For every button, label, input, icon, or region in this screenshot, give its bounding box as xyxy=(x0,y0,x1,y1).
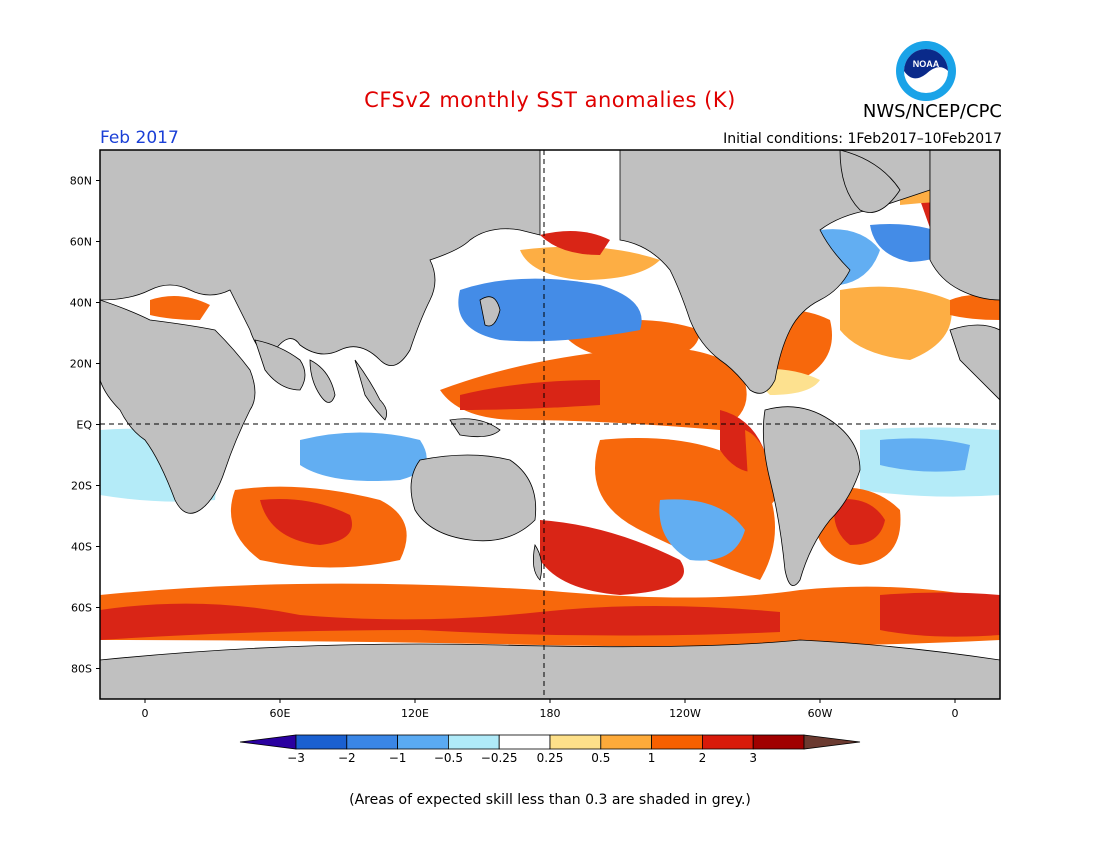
lat-label: 80S xyxy=(71,663,92,676)
colorbar-level-label: 0.25 xyxy=(537,751,564,765)
colorbar-level-label: −0.5 xyxy=(434,751,463,765)
colorbar-min-extension xyxy=(239,734,297,750)
logo-text: NOAA xyxy=(913,59,940,69)
lat-label: 60S xyxy=(71,602,92,615)
skill-footnote: (Areas of expected skill less than 0.3 a… xyxy=(349,792,751,808)
agency-label: NWS/NCEP/CPC xyxy=(862,101,1002,122)
colorbar-level-label: −2 xyxy=(338,751,356,765)
colorbar-swatch xyxy=(498,734,551,750)
lon-label: 180 xyxy=(540,707,561,720)
lat-label: EQ xyxy=(76,419,92,432)
colorbar-level-label: −3 xyxy=(287,751,305,765)
colorbar-level-label: 3 xyxy=(749,751,757,765)
lat-label: 80N xyxy=(70,175,92,188)
colorbar-swatch xyxy=(295,734,348,750)
lon-label: 60E xyxy=(270,707,291,720)
forecast-month: Feb 2017 xyxy=(100,128,179,148)
colorbar-level-label: −1 xyxy=(389,751,407,765)
colorbar-swatch xyxy=(651,734,703,750)
colorbar-swatch xyxy=(447,734,500,750)
lon-label: 60W xyxy=(808,707,833,720)
lat-label: 40S xyxy=(71,541,92,554)
longitude-axis: 0 60E 120E 180 120W 60W 0 xyxy=(142,699,959,720)
colorbar-swatch xyxy=(702,734,754,750)
lat-label: 60N xyxy=(70,236,92,249)
colorbar-max-extension xyxy=(803,734,861,750)
colorbar: −3 −2 −1 −0.5 −0.25 0.25 0.5 1 2 3 xyxy=(239,734,861,765)
colorbar-swatch xyxy=(397,734,449,750)
sst-anomaly-field xyxy=(100,150,1000,699)
noaa-logo: NOAA xyxy=(895,40,957,102)
latitude-axis: 80N 60N 40N 20N EQ 20S 40S 60S 80S xyxy=(70,175,100,676)
colorbar-level-label: 1 xyxy=(648,751,656,765)
colorbar-level-label: 0.5 xyxy=(591,751,610,765)
lon-label: 120W xyxy=(669,707,701,720)
colorbar-swatch xyxy=(600,734,652,750)
lon-label: 0 xyxy=(142,707,149,720)
lat-label: 40N xyxy=(70,297,92,310)
land-masses xyxy=(100,150,1000,699)
lat-label: 20N xyxy=(70,358,92,371)
lon-label: 120E xyxy=(401,707,429,720)
colorbar-level-label: −0.25 xyxy=(481,751,518,765)
lon-label: 0 xyxy=(952,707,959,720)
colorbar-level-label: 2 xyxy=(699,751,707,765)
initial-conditions: Initial conditions: 1Feb2017–10Feb2017 xyxy=(723,131,1002,147)
colorbar-swatch xyxy=(752,734,805,750)
colorbar-swatch xyxy=(346,734,398,750)
map-title: CFSv2 monthly SST anomalies (K) xyxy=(364,88,736,112)
lat-label: 20S xyxy=(71,480,92,493)
colorbar-swatch xyxy=(549,734,602,750)
